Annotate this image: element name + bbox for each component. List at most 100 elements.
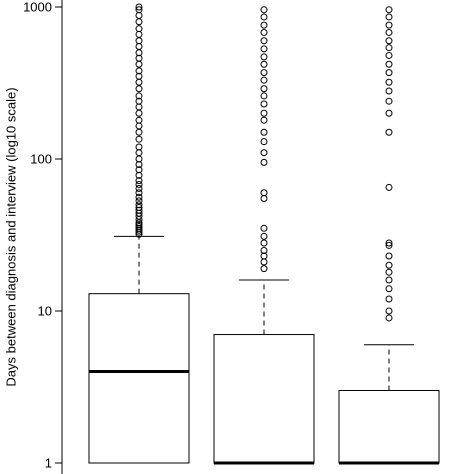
outlier-point bbox=[135, 60, 143, 68]
outlier-point bbox=[385, 128, 393, 136]
outlier-point bbox=[135, 222, 143, 230]
outlier-point bbox=[135, 201, 143, 209]
outlier-point bbox=[135, 25, 143, 33]
outlier-point bbox=[385, 60, 393, 68]
box bbox=[338, 389, 440, 464]
outlier-point bbox=[135, 37, 143, 45]
outlier-point bbox=[135, 180, 143, 188]
outlier-point bbox=[385, 109, 393, 117]
outlier-point bbox=[260, 100, 268, 108]
outlier-point bbox=[135, 189, 143, 197]
box-group bbox=[88, 3, 190, 464]
outlier-point bbox=[135, 85, 143, 93]
outlier-point bbox=[385, 285, 393, 293]
box bbox=[213, 334, 315, 464]
y-tick-label: 1000 bbox=[23, 0, 52, 15]
y-tick-label: 100 bbox=[30, 152, 52, 167]
outlier-point bbox=[385, 183, 393, 191]
outlier-point bbox=[385, 241, 393, 249]
outlier-point bbox=[385, 307, 393, 315]
outlier-point bbox=[135, 203, 143, 211]
outlier-point bbox=[385, 87, 393, 95]
outlier-point bbox=[260, 258, 268, 266]
outlier-point bbox=[260, 128, 268, 136]
outlier-point bbox=[135, 3, 143, 11]
outlier-point bbox=[385, 21, 393, 29]
outlier-point bbox=[385, 268, 393, 276]
outlier-point bbox=[385, 78, 393, 86]
plot-area bbox=[88, 3, 440, 465]
outlier-point bbox=[135, 103, 143, 111]
outlier-point bbox=[260, 92, 268, 100]
box bbox=[88, 293, 190, 464]
outlier-point bbox=[135, 122, 143, 130]
outlier-point bbox=[260, 45, 268, 53]
outlier-point bbox=[385, 261, 393, 269]
outlier-point bbox=[135, 11, 143, 19]
outlier-point bbox=[135, 72, 143, 80]
outlier-point bbox=[385, 37, 393, 45]
outlier-point bbox=[135, 78, 143, 86]
outlier-point bbox=[260, 158, 268, 166]
outlier-point bbox=[260, 224, 268, 232]
y-axis-label: Days between diagnosis and interview (lo… bbox=[3, 87, 19, 387]
y-tick-label: 10 bbox=[38, 304, 52, 319]
outlier-point bbox=[260, 116, 268, 124]
outlier-point bbox=[260, 239, 268, 247]
outlier-point bbox=[385, 239, 393, 247]
outlier-point bbox=[135, 224, 143, 232]
outlier-point bbox=[385, 69, 393, 77]
outlier-point bbox=[260, 37, 268, 45]
outlier-point bbox=[135, 184, 143, 192]
outlier-point bbox=[385, 295, 393, 303]
outlier-point bbox=[260, 69, 268, 77]
outlier-point bbox=[385, 51, 393, 59]
outlier-point bbox=[260, 28, 268, 36]
outlier-point bbox=[385, 314, 393, 322]
outlier-point bbox=[135, 135, 143, 143]
outlier-point bbox=[135, 219, 143, 227]
outlier-point bbox=[135, 193, 143, 201]
outlier-point bbox=[260, 232, 268, 240]
y-tick-label: 1 bbox=[45, 456, 52, 471]
outlier-point bbox=[260, 21, 268, 29]
outlier-point bbox=[385, 97, 393, 105]
outlier-point bbox=[260, 13, 268, 21]
outlier-point bbox=[135, 109, 143, 117]
outlier-point bbox=[385, 28, 393, 36]
outlier-point bbox=[260, 194, 268, 202]
outlier-point bbox=[135, 128, 143, 136]
box-group bbox=[213, 6, 315, 465]
outlier-point bbox=[135, 30, 143, 38]
outlier-point bbox=[260, 247, 268, 255]
outlier-point bbox=[260, 6, 268, 14]
outlier-point bbox=[385, 276, 393, 284]
outlier-point bbox=[135, 197, 143, 205]
outlier-point bbox=[135, 177, 143, 185]
outlier-point bbox=[385, 44, 393, 52]
outlier-point bbox=[260, 109, 268, 117]
outlier-point bbox=[385, 13, 393, 21]
outlier-point bbox=[260, 85, 268, 93]
outlier-point bbox=[260, 189, 268, 197]
outlier-point bbox=[260, 265, 268, 273]
outlier-point bbox=[260, 138, 268, 146]
outlier-point bbox=[135, 143, 143, 151]
outlier-point bbox=[135, 92, 143, 100]
outlier-point bbox=[385, 252, 393, 260]
outlier-point bbox=[135, 97, 143, 105]
y-axis: 1 10 100 1000 bbox=[23, 0, 63, 474]
outlier-point bbox=[135, 42, 143, 50]
box-group bbox=[338, 6, 440, 465]
outlier-point bbox=[260, 53, 268, 61]
outlier-point bbox=[135, 67, 143, 75]
outlier-point bbox=[260, 60, 268, 68]
outlier-point bbox=[385, 6, 393, 14]
outlier-point bbox=[135, 166, 143, 174]
outlier-point bbox=[135, 149, 143, 157]
outlier-point bbox=[135, 18, 143, 26]
outlier-point bbox=[260, 149, 268, 157]
outlier-point bbox=[135, 116, 143, 124]
outlier-point bbox=[260, 76, 268, 84]
